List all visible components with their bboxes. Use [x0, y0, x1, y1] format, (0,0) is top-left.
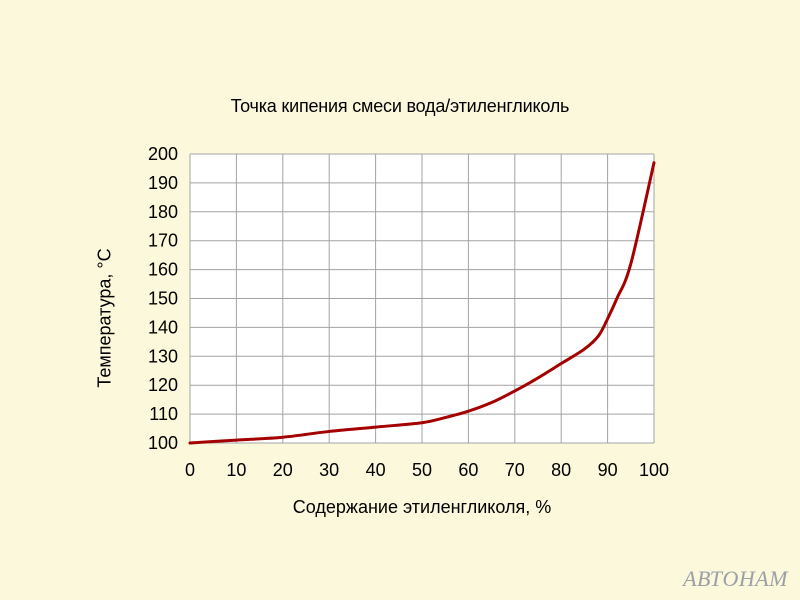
x-tick-label: 60 — [458, 460, 478, 480]
y-tick-label: 140 — [148, 317, 178, 337]
y-axis-label: Температура, °С — [94, 248, 115, 388]
x-tick-label: 30 — [319, 460, 339, 480]
x-tick-label: 0 — [185, 460, 195, 480]
y-tick-label: 180 — [148, 202, 178, 222]
x-axis-label: Содержание этиленгликоля, % — [292, 497, 552, 517]
y-tick-label: 160 — [148, 260, 178, 280]
y-tick-label: 110 — [149, 404, 178, 424]
y-tick-label: 130 — [148, 346, 178, 366]
watermark-logo: АВТОНАМ — [683, 566, 788, 591]
y-tick-label: 120 — [148, 375, 178, 395]
x-tick-label: 10 — [226, 460, 246, 480]
x-tick-label: 50 — [412, 460, 432, 480]
y-tick-label: 190 — [148, 173, 178, 193]
y-tick-label: 170 — [148, 231, 178, 251]
chart-title: Точка кипения смеси вода/этиленгликоль — [230, 96, 570, 116]
x-tick-label: 90 — [598, 460, 618, 480]
y-tick-label: 150 — [148, 289, 178, 309]
x-tick-label: 100 — [639, 460, 669, 480]
x-tick-label: 20 — [273, 460, 293, 480]
x-tick-label: 40 — [366, 460, 386, 480]
x-tick-label: 80 — [551, 460, 571, 480]
y-tick-label: 100 — [148, 433, 178, 453]
y-tick-label: 200 — [148, 144, 178, 164]
x-tick-label: 70 — [505, 460, 525, 480]
series-line — [188, 161, 656, 445]
